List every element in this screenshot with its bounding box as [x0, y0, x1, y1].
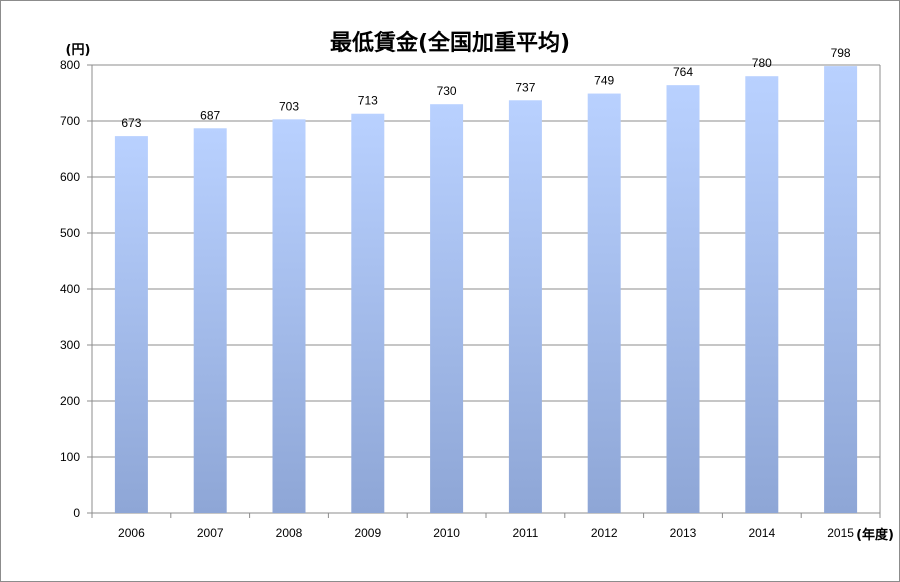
x-tick-label-2006: 2006 — [118, 526, 145, 540]
y-tick-label-400: 400 — [60, 282, 80, 296]
data-label-2015: 798 — [831, 46, 851, 60]
x-tick-label-2013: 2013 — [670, 526, 697, 540]
data-label-2014: 780 — [752, 56, 772, 70]
data-label-2010: 730 — [437, 84, 457, 98]
bar-2015 — [824, 66, 858, 514]
bar-2013 — [666, 85, 700, 513]
data-label-2012: 749 — [594, 74, 614, 88]
chart-title: 最低賃金(全国加重平均) — [330, 30, 570, 56]
data-labels: 673 687 703 713 730 737 749 764 780 798 — [121, 46, 851, 130]
x-tick-label-2012: 2012 — [591, 526, 618, 540]
data-label-2006: 673 — [121, 116, 141, 130]
data-label-2009: 713 — [358, 94, 378, 108]
x-tick-label-2007: 2007 — [197, 526, 224, 540]
y-tick-label-500: 500 — [60, 226, 80, 240]
bars — [114, 66, 858, 514]
data-label-2013: 764 — [673, 65, 693, 79]
bar-2012 — [587, 93, 621, 513]
bar-2008 — [272, 119, 306, 513]
y-tick-label-200: 200 — [60, 394, 80, 408]
data-label-2008: 703 — [279, 99, 299, 113]
y-tick-label-0: 0 — [73, 506, 80, 520]
bar-2009 — [351, 113, 385, 513]
y-tick-label-100: 100 — [60, 450, 80, 464]
x-tick-label-2014: 2014 — [748, 526, 775, 540]
y-tick-label-800: 800 — [60, 58, 80, 72]
x-tick-label-2009: 2009 — [354, 526, 381, 540]
x-tick-label-2015: 2015 — [827, 526, 854, 540]
y-tick-labels: 0 100 200 300 400 500 600 700 800 — [60, 58, 80, 520]
y-tick-label-600: 600 — [60, 170, 80, 184]
data-label-2011: 737 — [515, 80, 535, 94]
data-label-2007: 687 — [200, 108, 220, 122]
x-tick-label-2008: 2008 — [276, 526, 303, 540]
bar-2007 — [193, 128, 227, 513]
x-tick-label-2011: 2011 — [512, 526, 538, 540]
x-axis-unit-label: (年度) — [856, 527, 894, 543]
y-axis-unit-label: (円) — [66, 43, 91, 58]
y-tick-label-300: 300 — [60, 338, 80, 352]
x-tick-labels: 2006 2007 2008 2009 2010 2011 2012 2013 2014 2015 — [118, 526, 854, 540]
bar-2006 — [114, 136, 148, 513]
bar-2010 — [430, 104, 464, 513]
bar-2014 — [745, 76, 779, 513]
x-tick-label-2010: 2010 — [433, 526, 460, 540]
bar-2011 — [508, 100, 542, 513]
y-tick-label-700: 700 — [60, 114, 80, 128]
